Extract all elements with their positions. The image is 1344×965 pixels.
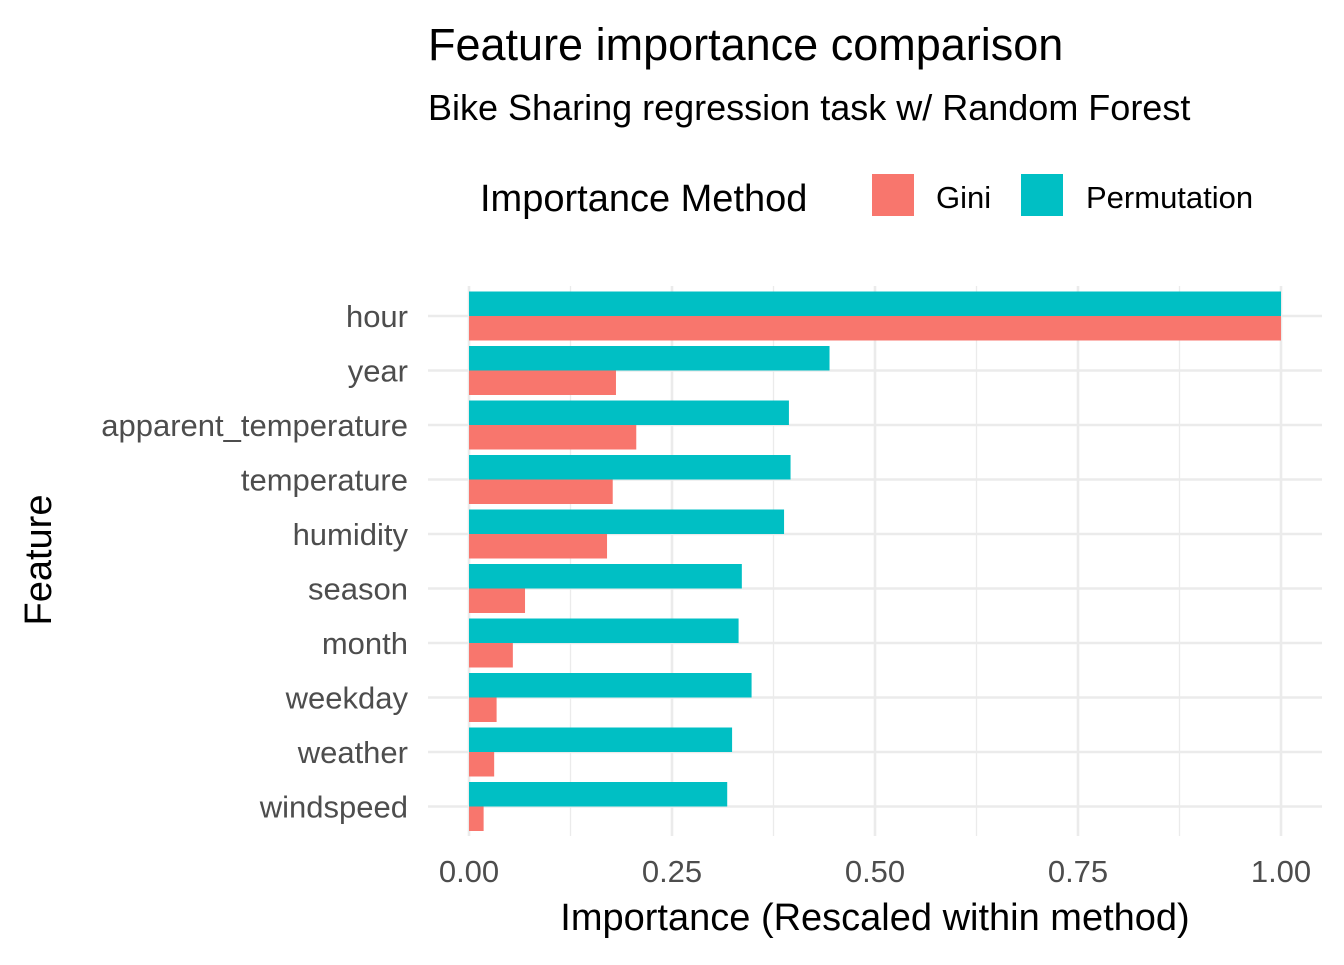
y-axis-title: Feature (18, 495, 60, 626)
y-tick-labels: hour year apparent_temperature temperature h… (101, 299, 408, 825)
legend-key-gini (872, 174, 914, 216)
legend-title: Importance Method (480, 178, 807, 220)
bar-gini (469, 588, 526, 613)
bar-gini (469, 806, 484, 831)
bars (469, 291, 1281, 831)
bar-gini (469, 534, 608, 559)
bar-permutation (469, 509, 785, 534)
bar-gini (469, 316, 1281, 341)
y-tick-label: season (308, 572, 408, 607)
chart-subtitle: Bike Sharing regression task w/ Random F… (428, 87, 1190, 128)
y-tick-label: month (322, 626, 408, 661)
x-tick-labels: 0.00 0.25 0.50 0.75 1.00 (439, 854, 1311, 889)
bar-permutation (469, 400, 789, 425)
y-tick-label: humidity (293, 517, 409, 552)
bar-permutation (469, 618, 739, 643)
y-tick-label: temperature (241, 463, 408, 498)
bar-permutation (469, 291, 1281, 316)
bar-permutation (469, 727, 733, 752)
bar-gini (469, 425, 637, 450)
legend-key-permutation (1021, 174, 1063, 216)
bar-gini (469, 479, 613, 504)
legend-label-permutation: Permutation (1086, 180, 1253, 215)
y-tick-label: apparent_temperature (101, 408, 408, 443)
bar-permutation (469, 673, 752, 698)
legend-label-gini: Gini (936, 180, 991, 215)
y-tick-label: hour (346, 299, 408, 334)
x-tick-label: 1.00 (1251, 854, 1311, 889)
bar-gini (469, 643, 513, 668)
x-tick-label: 0.50 (845, 854, 905, 889)
x-tick-label: 0.25 (642, 854, 702, 889)
chart-title: Feature importance comparison (428, 19, 1063, 70)
bar-gini (469, 370, 616, 395)
legend: Importance Method Gini Permutation (480, 174, 1253, 220)
y-tick-label: year (348, 354, 408, 389)
y-tick-label: weather (297, 735, 408, 770)
bar-permutation (469, 455, 791, 480)
bar-permutation (469, 782, 728, 807)
bar-permutation (469, 346, 830, 371)
x-tick-label: 0.75 (1048, 854, 1108, 889)
x-tick-label: 0.00 (439, 854, 499, 889)
bar-gini (469, 752, 495, 777)
bar-permutation (469, 564, 742, 589)
y-tick-label: windspeed (259, 790, 408, 825)
x-axis-title: Importance (Rescaled within method) (560, 897, 1189, 939)
bar-gini (469, 697, 497, 722)
y-tick-label: weekday (285, 681, 409, 716)
